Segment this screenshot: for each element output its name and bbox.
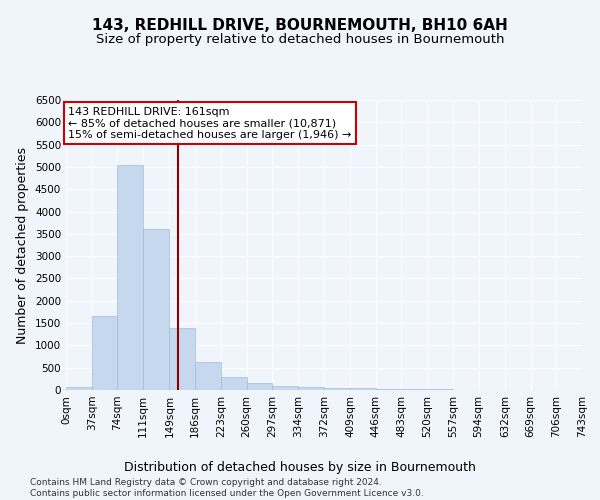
Bar <box>221 376 247 390</box>
Y-axis label: Number of detached properties: Number of detached properties <box>16 146 29 344</box>
Bar <box>401 389 427 390</box>
Text: 143, REDHILL DRIVE, BOURNEMOUTH, BH10 6AH: 143, REDHILL DRIVE, BOURNEMOUTH, BH10 6A… <box>92 18 508 32</box>
Bar <box>195 362 221 390</box>
Bar <box>169 328 195 390</box>
Bar <box>118 164 143 390</box>
Text: Distribution of detached houses by size in Bournemouth: Distribution of detached houses by size … <box>124 461 476 474</box>
Bar <box>66 386 92 390</box>
Bar <box>272 386 298 390</box>
Bar <box>92 316 118 390</box>
Bar <box>143 230 169 390</box>
Bar <box>376 388 401 390</box>
Bar <box>325 388 350 390</box>
Text: 143 REDHILL DRIVE: 161sqm
← 85% of detached houses are smaller (10,871)
15% of s: 143 REDHILL DRIVE: 161sqm ← 85% of detac… <box>68 106 352 140</box>
Bar <box>247 384 272 390</box>
Bar <box>298 386 323 390</box>
Text: Contains HM Land Registry data © Crown copyright and database right 2024.
Contai: Contains HM Land Registry data © Crown c… <box>30 478 424 498</box>
Bar <box>350 388 376 390</box>
Text: Size of property relative to detached houses in Bournemouth: Size of property relative to detached ho… <box>96 32 504 46</box>
